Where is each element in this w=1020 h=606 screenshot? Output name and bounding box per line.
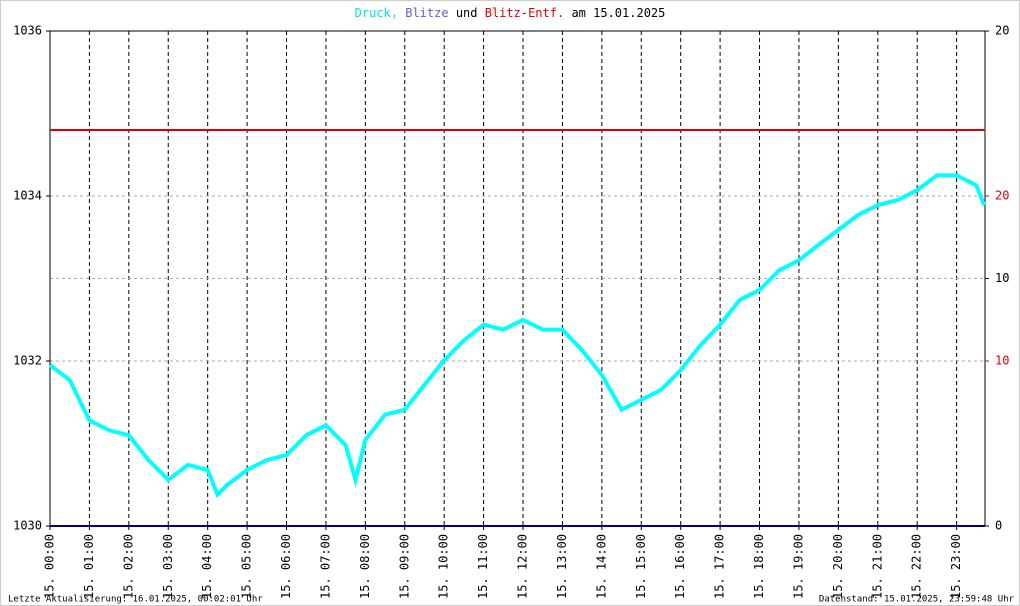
x-tick-label: 15. 02:00 — [121, 534, 135, 599]
series-line — [48, 173, 987, 499]
y-tick-label: 1032 — [13, 354, 42, 368]
x-tick-label: 15. 20:00 — [831, 534, 845, 599]
y2-tick-label: 20 — [995, 24, 1009, 38]
title-part: am 15.01.2025 — [571, 6, 665, 20]
y-tick-label: 1036 — [13, 24, 42, 38]
y-tick-label: 1030 — [13, 519, 42, 533]
chart-title-text: Druck, Blitze und Blitz-Entf. am 15.01.2… — [355, 6, 666, 20]
x-tick-label: 15. 22:00 — [910, 534, 924, 599]
title-part: Blitze — [405, 6, 448, 20]
x-tick-label: 15. 11:00 — [476, 534, 490, 599]
title-part: und — [456, 6, 478, 20]
x-tick-label: 15. 03:00 — [161, 534, 175, 599]
x-tick-label: 15. 06:00 — [279, 534, 293, 599]
x-tick-label: 15. 18:00 — [752, 534, 766, 599]
x-tick-label: 15. 08:00 — [358, 534, 372, 599]
x-tick-label: 15. 12:00 — [516, 534, 530, 599]
y-tick-label: 1034 — [13, 189, 42, 203]
title-part: Blitz-Entf. — [485, 6, 564, 20]
x-tick-label: 15. 07:00 — [318, 534, 332, 599]
x-tick-label: 15. 13:00 — [555, 534, 569, 599]
chart-title: Druck, Blitze und Blitz-Entf. am 15.01.2… — [355, 6, 666, 20]
y3-tick-label: 10 — [995, 354, 1009, 368]
x-tick-label: 15. 04:00 — [200, 534, 214, 599]
x-tick-label: 15. 05:00 — [240, 534, 254, 599]
x-tick-label: 15. 14:00 — [594, 534, 608, 599]
footer-right: Datenstand: 15.01.2025, 23:59:48 Uhr — [819, 595, 1015, 605]
y2-tick-label: 0 — [995, 519, 1002, 533]
x-tick-label: 15. 17:00 — [713, 534, 727, 599]
x-tick-label: 15. 19:00 — [791, 534, 805, 599]
x-tick-label: 15. 00:00 — [43, 534, 57, 599]
x-tick-label: 15. 09:00 — [397, 534, 411, 599]
x-tick-label: 15. 10:00 — [437, 534, 451, 599]
x-tick-label: 15. 01:00 — [82, 534, 96, 599]
y2-tick-label: 10 — [995, 271, 1009, 285]
y3-tick-label: 20 — [995, 189, 1009, 203]
x-tick-label: 15. 21:00 — [870, 534, 884, 599]
x-tick-label: 15. 16:00 — [673, 534, 687, 599]
title-part: Druck, — [355, 6, 398, 20]
x-tick-label: 15. 23:00 — [949, 534, 963, 599]
x-tick-label: 15. 15:00 — [634, 534, 648, 599]
footer-left: Letzte Aktualisierung: 16.01.2025, 00:02… — [8, 595, 263, 605]
